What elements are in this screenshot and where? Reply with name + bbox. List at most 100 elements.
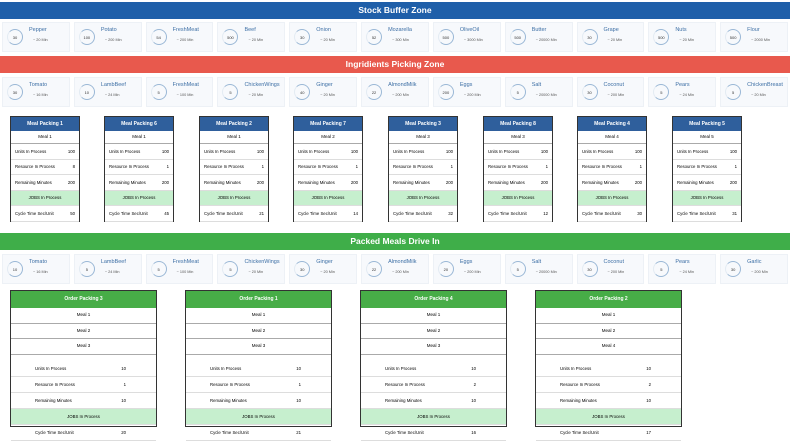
meal-label: Meal 4 [578,131,646,144]
meal-label: Meal 2 [186,324,331,339]
meal-packing-card[interactable]: Meal Packing 4 Meal 4 Units In Process 100 R… [577,116,647,222]
item-time: ~ 20000 Min [535,270,557,274]
inventory-tile[interactable]: 30 Ginger ~ 20 Min [289,254,358,284]
inventory-tile[interactable]: 10 LambBeef ~ 24 Min [73,77,142,107]
progress-ring-icon: 30 [581,84,598,100]
item-time: ~ 100 Min [176,93,194,97]
inventory-tile[interactable]: 20 Eggs ~ 200 Min [432,254,501,284]
meal-packing-card[interactable]: Meal Packing 3 Meal 3 Units In Process 100 R… [388,116,458,222]
meal-label: Meal 4 [536,339,681,355]
item-time: ~ 20 Min [248,270,264,274]
stock-buffer-zone-banner: Stock Buffer Zone [0,2,790,19]
units-row: Units In Process 100 [673,144,741,160]
cycle-row: Cycle Time Sec/Unit 21 [200,206,268,222]
resource-row: Resource In Process 1 [578,160,646,175]
order-packing-card[interactable]: Order Packing 4 Meal 1 Meal 2 Meal 3 Units I… [360,290,507,441]
resource-row: Resource In Process 1 [186,377,331,393]
item-name: FreshMeat [172,82,199,88]
jobs-row: JOBS In Process [11,190,79,206]
progress-ring-icon: 5 [150,261,167,277]
inventory-tile[interactable]: 500 Flour ~ 2000 Min [720,22,788,52]
inventory-tile[interactable]: 30 Coconut ~ 200 Min [576,77,645,107]
units-row: Units In Process 10 [361,361,506,377]
units-row: Units In Process 100 [105,144,173,160]
inventory-tile[interactable]: 100 Potato ~ 200 Min [73,22,142,52]
inventory-tile[interactable]: 5 ChickenBreast ~ 20 Min [720,77,788,107]
inventory-tile[interactable]: 5 Salt ~ 20000 Min [504,254,573,284]
inventory-tile[interactable]: 5 Salt ~ 20000 Min [504,77,573,107]
inventory-tile[interactable]: 30 Garlic ~ 200 Min [720,254,788,284]
item-time: ~ 20000 Min [535,38,557,42]
inventory-tile[interactable]: 30 Grape ~ 20 Min [576,22,645,52]
inventory-tile[interactable]: 54 FreshMeat ~ 200 Min [145,22,214,52]
inventory-tile[interactable]: 22 AlmondMilk ~ 200 Min [361,77,429,107]
inventory-tile[interactable]: 5 Pears ~ 24 Min [648,77,717,107]
item-time: ~ 200 Min [392,93,409,97]
inventory-tile[interactable]: 500 Nuts ~ 20 Min [648,22,717,52]
meal-packing-card[interactable]: Meal Packing 1 Meal 1 Units In Process 100 R… [10,116,80,222]
meal-packing-card[interactable]: Meal Packing 8 Meal 3 Units In Process 100 R… [483,116,553,222]
inventory-tile[interactable]: 5 FreshMeat ~ 100 Min [145,254,214,284]
item-time: ~ 20 Min [320,270,335,274]
item-name: Butter [531,27,547,33]
progress-ring-icon: 5 [509,261,526,277]
meal-label: Meal 1 [11,131,79,144]
inventory-tile[interactable]: 5 ChickenWings ~ 20 Min [217,77,286,107]
item-time: ~ 20 Min [607,38,623,42]
meal-label: Meal 3 [484,131,552,144]
inventory-tile[interactable]: 40 Ginger ~ 20 Min [289,77,358,107]
inventory-tile[interactable]: 500 Butter ~ 20000 Min [504,22,573,52]
item-name: Coconut [603,82,625,88]
meal-label: Meal 3 [11,339,156,355]
cycle-row: Cycle Time Sec/Unit 21 [186,425,331,441]
jobs-row: JOBS In Process [294,190,362,206]
meal-packing-card[interactable]: Meal Packing 2 Meal 1 Units In Process 100 R… [199,116,269,222]
order-packing-card[interactable]: Order Packing 3 Meal 1 Meal 2 Meal 3 Units I… [10,290,157,441]
order-packing-card[interactable]: Order Packing 1 Meal 1 Meal 2 Meal 3 Units I… [185,290,332,441]
item-name: Onion [316,27,331,33]
meal-packing-card[interactable]: Meal Packing 6 Meal 1 Units In Process 100 R… [104,116,174,222]
inventory-tile[interactable]: 500 OliveOil ~ 3000 Min [432,22,501,52]
inventory-tile[interactable]: 500 Beef ~ 20 Min [217,22,286,52]
inventory-tile[interactable]: 10 Tomato ~ 16 Min [2,254,70,284]
card-title: Meal Packing 7 [294,117,362,131]
inventory-tile[interactable]: 5 LambBeef ~ 24 Min [73,254,142,284]
inventory-tile[interactable]: 30 Coconut ~ 200 Min [576,254,645,284]
units-row: Units In Process 100 [200,144,268,160]
card-title: Meal Packing 2 [200,117,268,131]
jobs-row: JOBS In Process [673,190,741,206]
inventory-tile[interactable]: 200 Eggs ~ 200 Min [432,77,501,107]
card-title: Meal Packing 1 [11,117,79,131]
inventory-tile[interactable]: 5 Pears ~ 24 Min [648,254,717,284]
item-time: ~ 3000 Min [463,38,483,42]
item-name: Tomato [29,82,48,88]
inventory-tile[interactable]: 30 Pepper ~ 20 Min [2,22,70,52]
packed-meals-banner: Packed Meals Drive In [0,233,790,250]
jobs-row: JOBS In Process [389,190,457,206]
units-row: Units In Process 10 [11,361,156,377]
inventory-tile[interactable]: 30 Onion ~ 20 Min [289,22,358,52]
jobs-row: JOBS In Process [484,190,552,206]
item-time: ~ 300 Min [392,38,409,42]
inventory-tile[interactable]: 52 Mozarella ~ 300 Min [361,22,429,52]
item-time: ~ 20 Min [320,93,335,97]
inventory-tile[interactable]: 5 FreshMeat ~ 100 Min [145,77,214,107]
inventory-tile[interactable]: 22 AlmondMilk ~ 200 Min [361,254,429,284]
meal-packing-card[interactable]: Meal Packing 7 Meal 2 Units In Process 100 R… [293,116,363,222]
item-time: ~ 200 Min [104,38,122,42]
units-row: Units In Process 100 [484,144,552,160]
order-packing-card[interactable]: Order Packing 2 Meal 1 Meal 2 Meal 4 Units I… [535,290,682,441]
cycle-row: Cycle Time Sec/Unit 20 [11,425,156,441]
meal-packing-card[interactable]: Meal Packing 5 Meal 5 Units In Process 100 R… [672,116,742,222]
meal-label: Meal 1 [361,308,506,324]
item-time: ~ 200 Min [463,270,481,274]
inventory-tile[interactable]: 5 ChickenWings ~ 20 Min [217,254,286,284]
progress-ring-icon: 20 [437,261,454,277]
card-title: Order Packing 2 [536,291,681,308]
card-title: Meal Packing 8 [484,117,552,131]
card-title: Meal Packing 4 [578,117,646,131]
units-row: Units In Process 10 [186,361,331,377]
item-name: Ginger [316,82,333,88]
item-time: ~ 20 Min [33,38,48,42]
inventory-tile[interactable]: 30 Tomato ~ 16 Min [2,77,70,107]
